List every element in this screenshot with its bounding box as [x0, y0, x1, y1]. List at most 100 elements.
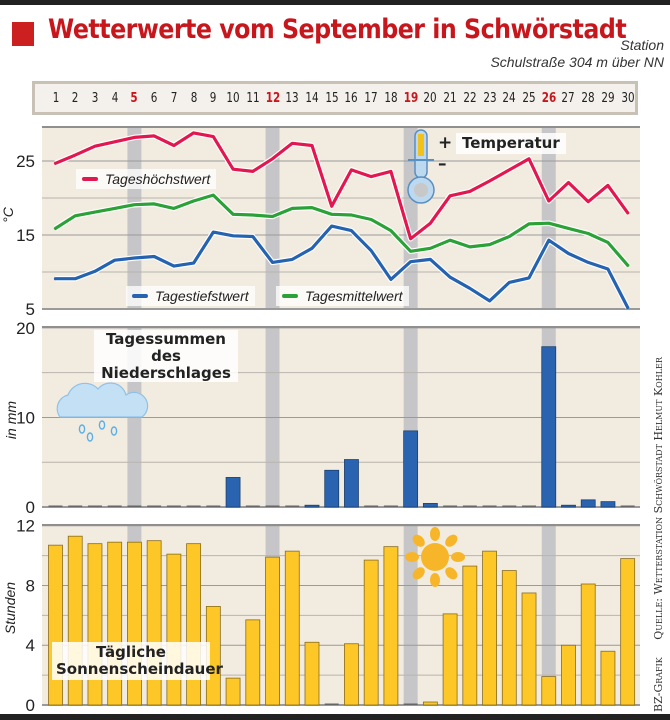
sunshine-bar [501, 570, 517, 706]
precip-bar [403, 430, 419, 508]
legend-min: Tagestiefstwert [126, 286, 255, 306]
day-label: 20 [423, 91, 437, 106]
legend-mean-label: Tagesmittelwert [305, 288, 403, 304]
day-label: 3 [91, 91, 99, 106]
day-label: 9 [210, 91, 217, 106]
sunshine-bar [48, 544, 63, 706]
sunshine-bar [67, 535, 83, 706]
precip-bar [245, 505, 260, 507]
series-line-min [53, 224, 630, 310]
precip-bar [107, 505, 122, 507]
sunshine-bar [344, 643, 359, 706]
raindrop [78, 424, 86, 434]
precip-bar [344, 459, 359, 508]
sunshine-bar [561, 644, 576, 706]
sun-disc [421, 543, 449, 571]
day-label: 15 [325, 91, 339, 106]
raindrop [110, 426, 118, 436]
raindrop [86, 432, 94, 442]
day-label: 30 [621, 91, 635, 106]
sunshine-bar [186, 543, 202, 706]
day-label: 23 [482, 91, 497, 106]
top-border [0, 0, 670, 5]
title-marker [12, 22, 34, 46]
day-label: 13 [285, 91, 299, 106]
legend-min-swatch [132, 294, 148, 298]
sunday-band [127, 127, 142, 309]
precip-bar [166, 505, 181, 507]
precip-bar [422, 503, 438, 508]
sunshine-bar [146, 540, 162, 706]
temperature-title: Temperatur [456, 133, 566, 154]
precip-bar [186, 505, 201, 507]
day-label: 8 [190, 91, 197, 106]
precip-bar [580, 499, 596, 508]
day-label: 1 [52, 91, 59, 106]
y-tick-label: 0 [26, 696, 35, 715]
precip-bar [462, 505, 477, 507]
y-tick-label: 0 [26, 498, 35, 517]
sunshine-bar [245, 619, 261, 706]
bottom-border [0, 714, 670, 720]
sunshine-bar [482, 550, 497, 706]
y-tick-label: 15 [16, 226, 35, 245]
y-tick-label: 5 [26, 300, 35, 319]
legend-max: Tageshöchstwert [76, 169, 217, 189]
thermometer-icon: +– [407, 129, 452, 204]
temp-plot-area [42, 127, 640, 309]
sunday-band [541, 127, 556, 309]
day-label: 21 [443, 91, 457, 106]
credits: BZ-Grafik Quelle: Wetterstation Schwörst… [652, 343, 665, 712]
sun-ray [445, 567, 458, 580]
day-label: 18 [384, 91, 398, 106]
legend-mean-swatch [282, 294, 298, 298]
day-label: 4 [111, 91, 118, 106]
sunshine-title-line1: Tägliche [96, 643, 166, 661]
precip-bar [522, 505, 537, 507]
rain-cloud-icon [56, 382, 149, 442]
precip-bar [304, 504, 320, 508]
sun-ray [430, 527, 440, 541]
legend-max-label: Tageshöchstwert [105, 171, 211, 187]
sun-ray [405, 552, 419, 562]
sun-ray [445, 534, 458, 547]
precip-bar [48, 505, 63, 507]
precip-bar [68, 505, 83, 507]
precip-bar [285, 505, 300, 507]
day-label: 26 [541, 91, 556, 106]
sunshine-bar [107, 541, 123, 706]
day-label: 11 [246, 91, 260, 106]
day-label: 25 [522, 91, 536, 106]
precip-bar [383, 505, 398, 507]
sunshine-bar [580, 583, 596, 706]
y-tick-label: 10 [16, 408, 35, 427]
precip-bar [225, 477, 241, 508]
precip-bar [127, 505, 142, 507]
precip-bar [443, 505, 458, 507]
y-tick-label: 12 [16, 517, 35, 536]
sunshine-bar [304, 641, 320, 706]
precip-bar [561, 504, 576, 508]
thermometer-mercury [418, 134, 424, 156]
precip-bar [502, 505, 517, 507]
sunshine-bar [284, 550, 300, 706]
sun-ray [412, 534, 425, 547]
thermometer-plus: + [438, 133, 452, 153]
sunshine-bar [422, 701, 438, 706]
sunshine-bar [620, 558, 636, 706]
day-label: 27 [561, 91, 576, 106]
thermometer-minus: – [438, 154, 447, 174]
precip-axis-title: in mm [3, 400, 19, 440]
source-credit: Quelle: Wetterstation Schwörstadt Helmut… [652, 357, 665, 640]
legend-min-label: Tagestiefstwert [155, 288, 249, 304]
sun-ray [430, 573, 440, 587]
sunshine-bar [127, 541, 142, 706]
legend-mean: Tagesmittelwert [276, 286, 409, 306]
temp-axis-title: °C [0, 207, 16, 223]
sunshine-title-line2: Sonnenscheindauer [56, 659, 223, 678]
precip-title-line2: Niederschlages [101, 363, 231, 382]
sunshine-bar [521, 592, 537, 706]
sunshine-bar [265, 556, 280, 706]
day-label: 14 [305, 91, 319, 106]
day-label: 2 [71, 91, 79, 106]
